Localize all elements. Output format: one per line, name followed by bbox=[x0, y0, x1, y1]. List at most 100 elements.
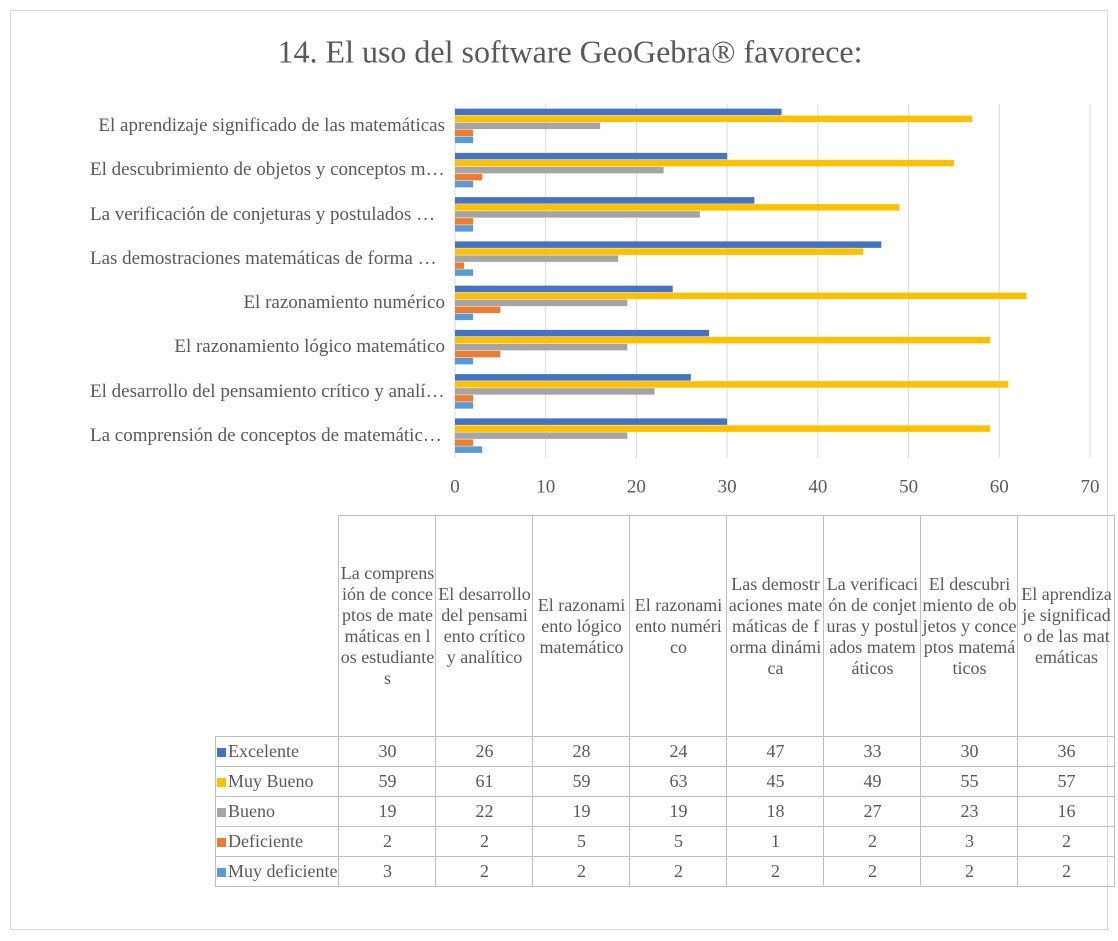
table-value: 16 bbox=[1017, 796, 1116, 827]
legend-swatch bbox=[217, 868, 226, 877]
table-value: 19 bbox=[338, 796, 437, 827]
bar bbox=[455, 122, 601, 130]
y-tick-label: El desarrollo del pensamiento crítico y … bbox=[90, 380, 445, 402]
table-header: Las demostraciones matemáticas de forma … bbox=[726, 515, 825, 737]
bar bbox=[455, 446, 483, 453]
table-value: 57 bbox=[1017, 766, 1116, 797]
legend-label: Deficiente bbox=[228, 831, 303, 851]
bar bbox=[455, 115, 973, 123]
table-row: Muy Bueno 59 61 59 63 45 49 55 57 bbox=[214, 766, 1116, 797]
table-value: 55 bbox=[920, 766, 1019, 797]
bar bbox=[455, 225, 474, 232]
chart-title: 14. El uso del software GeoGebra® favore… bbox=[278, 33, 863, 69]
x-tick-label: 50 bbox=[899, 476, 918, 497]
table-row: Excelente 30 26 28 24 47 33 30 36 bbox=[214, 736, 1116, 767]
table-row: Bueno 19 22 19 19 18 27 23 16 bbox=[214, 796, 1116, 827]
x-tick-label: 60 bbox=[990, 476, 1009, 497]
table-header: El razonamiento lógico matemático bbox=[532, 515, 631, 737]
legend-cell: Deficiente bbox=[214, 826, 340, 857]
table-value: 2 bbox=[726, 856, 825, 887]
x-tick-label: 20 bbox=[627, 476, 646, 497]
x-tick-label: 30 bbox=[718, 476, 737, 497]
table-value: 28 bbox=[532, 736, 631, 767]
table-value: 2 bbox=[629, 856, 728, 887]
table-value: 36 bbox=[1017, 736, 1116, 767]
bar bbox=[455, 432, 628, 439]
table-value: 59 bbox=[532, 766, 631, 797]
table-row: Deficiente 2 2 5 5 1 2 3 2 bbox=[214, 826, 1116, 857]
table-value: 2 bbox=[532, 856, 631, 887]
y-tick-label: El descubrimiento de objetos y conceptos… bbox=[90, 159, 445, 181]
bar bbox=[455, 374, 691, 381]
bar bbox=[455, 204, 900, 211]
table-value: 2 bbox=[1017, 826, 1116, 857]
bar bbox=[455, 173, 483, 181]
table-header: El razonamiento numérico bbox=[629, 515, 728, 737]
bar bbox=[455, 180, 474, 188]
table-value: 19 bbox=[532, 796, 631, 827]
table-value: 19 bbox=[629, 796, 728, 827]
table-value: 47 bbox=[726, 736, 825, 767]
legend-cell: Muy deficiente bbox=[214, 856, 340, 887]
bar bbox=[455, 388, 655, 395]
table-value: 2 bbox=[823, 856, 922, 887]
bar bbox=[455, 129, 474, 137]
legend-label: Muy deficiente bbox=[228, 861, 338, 881]
table-value: 61 bbox=[435, 766, 534, 797]
table-header: El aprendizaje significado de las matemá… bbox=[1017, 515, 1116, 737]
bar bbox=[455, 306, 501, 314]
legend-label: Excelente bbox=[228, 741, 299, 761]
table-value: 45 bbox=[726, 766, 825, 797]
table-value: 2 bbox=[920, 856, 1019, 887]
x-tick-label: 40 bbox=[808, 476, 827, 497]
legend-cell: Muy Bueno bbox=[214, 766, 340, 797]
table-value: 30 bbox=[920, 736, 1019, 767]
y-tick-label: El razonamiento lógico matemático bbox=[174, 336, 445, 358]
bar bbox=[455, 152, 728, 160]
table-value: 49 bbox=[823, 766, 922, 797]
legend-label: Muy Bueno bbox=[228, 771, 314, 791]
table-header: El desarrollo del pensamiento crítico y … bbox=[435, 515, 534, 737]
bar bbox=[455, 218, 474, 225]
bar bbox=[455, 255, 619, 262]
legend-cell: Excelente bbox=[214, 736, 340, 767]
table-value: 3 bbox=[338, 856, 437, 887]
y-tick-label: El razonamiento numérico bbox=[243, 292, 445, 314]
table-value: 59 bbox=[338, 766, 437, 797]
table-value: 63 bbox=[629, 766, 728, 797]
bar bbox=[455, 166, 664, 174]
bar bbox=[455, 159, 954, 167]
bar bbox=[455, 292, 1027, 300]
bar bbox=[455, 241, 882, 248]
legend-swatch bbox=[217, 838, 226, 847]
table-row: Muy deficiente 3 2 2 2 2 2 2 2 bbox=[214, 856, 1116, 887]
table-value: 2 bbox=[435, 826, 534, 857]
legend-swatch bbox=[217, 778, 226, 787]
bar bbox=[455, 211, 700, 218]
table-value: 27 bbox=[823, 796, 922, 827]
table-header: El descubrimiento de objetos y conceptos… bbox=[920, 515, 1019, 737]
bar bbox=[455, 248, 864, 255]
bar bbox=[455, 343, 628, 351]
bar bbox=[455, 136, 474, 144]
bar bbox=[455, 313, 474, 321]
table-value: 5 bbox=[629, 826, 728, 857]
table-value: 2 bbox=[435, 856, 534, 887]
table-value: 33 bbox=[823, 736, 922, 767]
x-tick-label: 70 bbox=[1081, 476, 1100, 497]
bar bbox=[455, 329, 709, 337]
table-value: 24 bbox=[629, 736, 728, 767]
legend-swatch bbox=[217, 808, 226, 817]
data-table: La comprensión de conceptos de matemátic… bbox=[214, 515, 1116, 887]
y-tick-label: El aprendizaje significado de las matemá… bbox=[98, 115, 445, 137]
bar bbox=[455, 350, 501, 358]
y-tick-label: Las demostraciones matemáticas de forma … bbox=[90, 247, 445, 269]
x-tick-label: 10 bbox=[536, 476, 555, 497]
bar bbox=[455, 108, 782, 116]
table-value: 2 bbox=[823, 826, 922, 857]
table-value: 2 bbox=[1017, 856, 1116, 887]
bar bbox=[455, 402, 474, 409]
bar bbox=[455, 262, 465, 269]
